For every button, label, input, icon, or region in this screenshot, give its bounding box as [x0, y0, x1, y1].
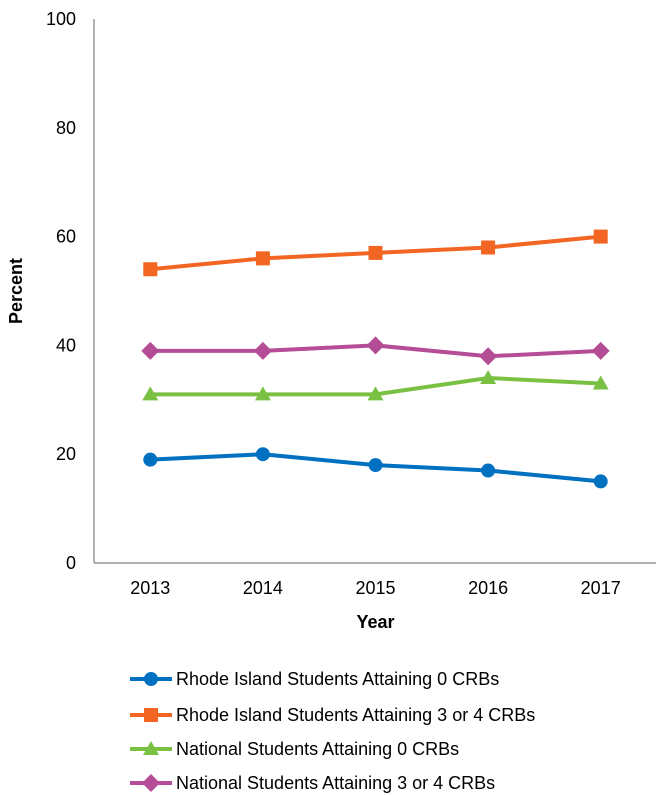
series-3 [141, 336, 610, 366]
y-tick-label: 100 [46, 9, 76, 29]
legend-marker [142, 774, 160, 792]
axes [93, 19, 656, 564]
y-tick-labels: 0 20 40 60 80 100 [46, 9, 76, 573]
legend-marker [144, 708, 158, 722]
legend-marker [143, 741, 159, 755]
y-tick-label: 20 [56, 444, 76, 464]
legend-item: National Students Attaining 0 CRBs [130, 739, 459, 759]
series-1 [143, 229, 608, 277]
data-point [593, 474, 608, 489]
data-point [142, 386, 159, 401]
legend-label: Rhode Island Students Attaining 3 or 4 C… [176, 705, 535, 725]
data-point [368, 245, 383, 260]
data-point [479, 347, 498, 366]
data-point [480, 370, 497, 385]
legend-label: National Students Attaining 0 CRBs [176, 739, 459, 759]
y-tick-label: 40 [56, 335, 76, 355]
data-point [481, 463, 496, 478]
legend-label: Rhode Island Students Attaining 0 CRBs [176, 669, 499, 689]
data-point [253, 341, 272, 360]
data-point [255, 251, 270, 266]
data-point [143, 452, 158, 467]
data-point [254, 386, 271, 401]
legend-item: Rhode Island Students Attaining 0 CRBs [130, 669, 499, 689]
series-group [141, 229, 610, 489]
y-tick-label: 80 [56, 118, 76, 138]
y-tick-label: 0 [66, 553, 76, 573]
x-tick-labels: 2013 2014 2015 2016 2017 [130, 578, 620, 598]
y-axis-title: Percent [6, 258, 26, 324]
x-tick-label: 2017 [581, 578, 621, 598]
x-tick-label: 2015 [355, 578, 395, 598]
series-0 [143, 447, 608, 489]
series-2 [142, 370, 609, 401]
data-point [481, 240, 496, 255]
data-point [366, 336, 385, 355]
x-tick-label: 2013 [130, 578, 170, 598]
x-tick-label: 2014 [243, 578, 283, 598]
x-axis-title: Year [356, 612, 394, 632]
legend-item: Rhode Island Students Attaining 3 or 4 C… [130, 705, 535, 725]
data-point [591, 341, 610, 360]
data-point [143, 262, 158, 277]
legend-label: National Students Attaining 3 or 4 CRBs [176, 773, 495, 793]
data-point [141, 341, 160, 360]
data-point [368, 458, 383, 473]
legend-marker [144, 672, 158, 686]
data-point [593, 229, 608, 244]
x-tick-label: 2016 [468, 578, 508, 598]
y-tick-label: 60 [56, 227, 76, 247]
data-point [592, 375, 609, 390]
data-point [255, 447, 270, 462]
legend: Rhode Island Students Attaining 0 CRBs Rh… [130, 669, 535, 793]
legend-item: National Students Attaining 3 or 4 CRBs [130, 773, 495, 793]
data-point [367, 386, 384, 401]
